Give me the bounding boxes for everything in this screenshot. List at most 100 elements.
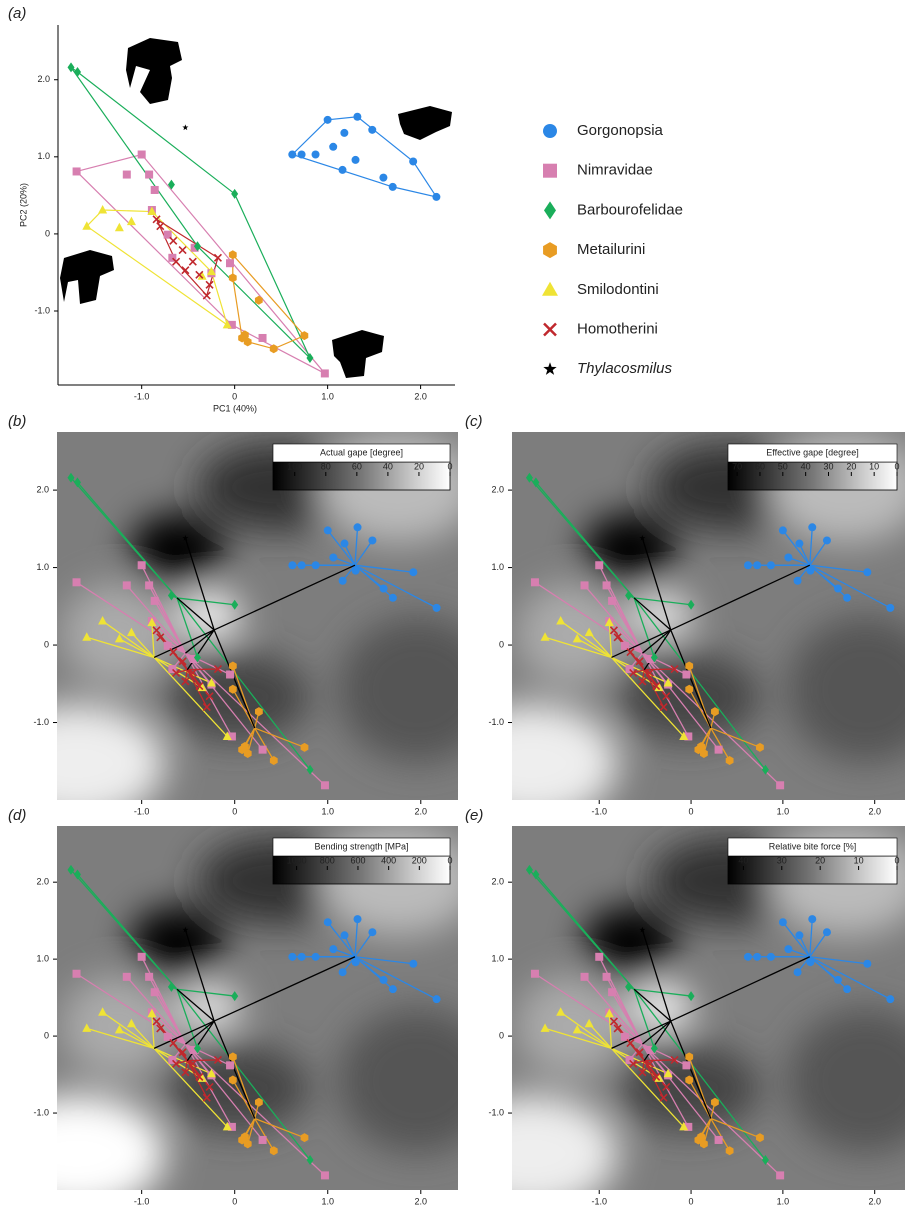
point <box>776 781 784 789</box>
point <box>767 561 775 569</box>
y-tick-label: 1.0 <box>491 562 504 572</box>
y-tick-label: 0 <box>45 228 50 238</box>
point <box>834 584 842 592</box>
y-tick-label: 2.0 <box>37 74 50 84</box>
point <box>354 523 362 531</box>
panel-title: (c) <box>465 413 483 430</box>
point <box>433 604 441 612</box>
x-tick-label: -1.0 <box>591 1196 607 1206</box>
point <box>312 151 320 159</box>
x-tick-label: 2.0 <box>415 1196 428 1206</box>
panel: (b)Actual gape [degree]100806040200-1.00… <box>0 413 498 822</box>
shade-blob <box>583 513 677 587</box>
legend-label: Thylacosmilus <box>577 360 673 377</box>
point <box>389 985 397 993</box>
panel-title: (b) <box>8 413 26 430</box>
point <box>329 143 337 151</box>
point <box>151 186 159 194</box>
x-tick-label: 0 <box>689 806 694 816</box>
point <box>595 953 603 961</box>
colorbar-tick-label: 0 <box>894 461 899 471</box>
point <box>214 254 221 261</box>
point <box>288 561 296 569</box>
point <box>229 273 237 282</box>
point <box>389 183 397 191</box>
point <box>353 113 361 121</box>
legend-marker <box>542 282 558 296</box>
y-tick-label: 1.0 <box>36 562 49 572</box>
y-tick-label: 0 <box>44 1030 49 1040</box>
legend-label: Nimravidae <box>577 162 653 179</box>
point <box>123 171 131 179</box>
point <box>145 581 153 589</box>
point <box>189 258 196 265</box>
point <box>226 670 234 678</box>
colorbar-tick-label: 60 <box>352 461 362 471</box>
colorbar-tick-label: 400 <box>381 855 396 865</box>
x-tick-label: 1.0 <box>321 806 334 816</box>
colorbar-tick-label: 40 <box>738 855 748 865</box>
point <box>432 193 440 201</box>
point <box>138 953 146 961</box>
y-tick-label: -1.0 <box>33 1107 49 1117</box>
point <box>808 523 816 531</box>
point <box>784 945 792 953</box>
point <box>324 526 332 534</box>
point <box>715 1136 723 1144</box>
point <box>259 334 267 342</box>
figure: (a)PC1 (40%)PC2 (20%)-1.001.02.02.01.00-… <box>0 0 905 1209</box>
x-tick-label: -1.0 <box>591 806 607 816</box>
point <box>312 561 320 569</box>
tree-branch <box>187 669 218 670</box>
point <box>352 958 360 966</box>
point <box>779 918 787 926</box>
shade-blob <box>445 704 618 822</box>
point <box>203 292 210 299</box>
point <box>806 567 814 575</box>
point <box>182 124 188 130</box>
point <box>823 536 831 544</box>
legend-marker <box>543 164 557 178</box>
legend-label: Metailurini <box>577 241 645 258</box>
colorbar-tick-label: 20 <box>846 461 856 471</box>
point <box>145 171 153 179</box>
point <box>595 561 603 569</box>
point <box>231 189 238 199</box>
point <box>339 577 347 585</box>
point <box>682 1061 690 1069</box>
x-tick-label: 0 <box>689 1196 694 1206</box>
colorbar-tick-label: 0 <box>894 855 899 865</box>
shade-blob <box>338 616 498 763</box>
x-tick-label: 1.0 <box>777 806 790 816</box>
point <box>380 584 388 592</box>
point <box>339 968 347 976</box>
x-axis-title: PC1 (40%) <box>213 403 257 413</box>
point <box>581 973 589 981</box>
x-tick-label: 0 <box>232 391 237 401</box>
y-axis-title: PC2 (20%) <box>18 183 28 227</box>
point <box>715 746 723 754</box>
point <box>340 931 348 939</box>
shade-blob <box>129 513 225 587</box>
panel-title: (d) <box>8 807 26 824</box>
point <box>298 151 306 159</box>
point <box>808 915 816 923</box>
y-tick-label: 0 <box>499 639 504 649</box>
colorbar-label: Bending strength [MPa] <box>314 841 408 851</box>
y-tick-label: 2.0 <box>491 877 504 887</box>
point <box>784 554 792 562</box>
point <box>863 568 871 576</box>
point <box>259 1136 267 1144</box>
point <box>433 995 441 1003</box>
point <box>170 237 177 244</box>
skull-silhouettes <box>60 38 452 378</box>
point <box>324 116 332 124</box>
point <box>298 953 306 961</box>
point <box>298 561 306 569</box>
legend-label: Smilodontini <box>577 281 659 298</box>
point <box>340 540 348 548</box>
point <box>531 970 539 978</box>
tree-branch <box>644 669 674 670</box>
point <box>352 567 360 575</box>
y-tick-label: -1.0 <box>488 1107 504 1117</box>
